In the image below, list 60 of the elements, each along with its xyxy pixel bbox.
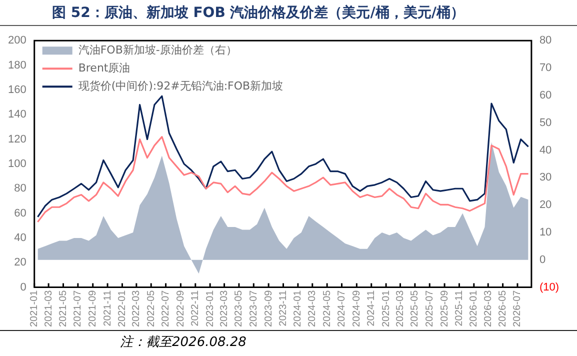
x-tick-label: 2021-05 [58,290,69,328]
x-tick-label: 2025-05 [410,290,421,328]
x-tick-label: 2022-11 [190,290,202,326]
y-tick-label: 120 [8,133,26,146]
x-tick-label: 2023-11 [278,290,290,326]
x-tick-label: 2023-01 [204,290,216,328]
x-tick-label: 2026-03 [482,290,494,328]
y-tick-label: 140 [8,108,26,121]
x-tick-label: 2022-05 [146,290,157,328]
x-tick-label: 2026-07 [512,290,524,328]
y2-tick-label: 10 [539,226,552,239]
y-tick-label: 0 [20,281,26,294]
y-tick-label: 200 [8,34,26,47]
x-tick-label: 2021-01 [29,290,40,328]
x-tick-label: 2023-03 [219,290,230,328]
x-tick-label: 2022-07 [160,290,172,328]
text: 注：截至2026.08.28 [0,330,577,356]
x-tick-label: 2026-05 [498,290,509,328]
x-tick-label: 2025-07 [424,290,436,328]
x-tick-label: 2022-09 [175,290,186,328]
x-tick-label: 2024-09 [351,290,362,328]
y-tick-label: 20 [14,256,26,269]
legend-label: Brent原油 [78,61,130,74]
x-tick-label: 2021-03 [43,290,54,328]
x-tick-label: 2022-03 [131,290,142,328]
x-tick-label: 2023-09 [263,290,274,328]
x-tick-label: 2025-09 [439,290,450,328]
x-tick-label: 2022-01 [116,290,128,328]
x-tick-label: 2025-03 [394,290,406,328]
y2-tick-label: (10) [539,281,559,294]
x-tick-label: 2024-11 [366,290,378,326]
x-tick-label: 2026-01 [468,290,480,328]
x-tick-label: 2024-01 [292,290,304,328]
y2-tick-label: 50 [539,116,552,129]
y2-tick-label: 20 [539,199,552,212]
y-tick-label: 40 [14,232,26,244]
y2-tick-label: 70 [539,62,552,74]
x-tick-label: 2024-05 [322,290,333,328]
x-tick-label: 2025-01 [380,290,392,328]
x-tick-label: 2023-07 [248,290,260,328]
chart-title: 图 52：原油、新加坡 FOB 汽油价格及价差（美元/桶，美元/桶） [0,0,577,26]
y2-tick-label: 40 [539,144,552,156]
x-tick-label: 2024-07 [336,290,348,328]
x-tick-label: 2021-11 [102,290,114,326]
y-tick-label: 80 [14,182,26,195]
y2-tick-label: 80 [539,34,552,47]
y-tick-label: 180 [8,59,26,72]
y2-tick-label: 30 [539,172,552,184]
y-tick-label: 160 [8,84,26,96]
x-tick-label: 2025-11 [454,290,465,326]
x-tick-label: 2024-03 [307,290,318,328]
x-tick-label: 2021-09 [88,290,99,328]
y-tick-label: 60 [14,207,26,220]
y2-tick-label: 60 [539,89,552,102]
legend-label: 汽油FOB新加坡-原油价差（右） [78,43,237,56]
y-tick-label: 100 [8,158,26,170]
x-tick-label: 2023-05 [234,290,245,328]
legend-label: 现货价(中间价):92#无铅汽油:FOB新加坡 [78,79,284,92]
x-tick-label: 2021-07 [72,290,84,328]
y2-tick-label: 0 [539,254,546,266]
